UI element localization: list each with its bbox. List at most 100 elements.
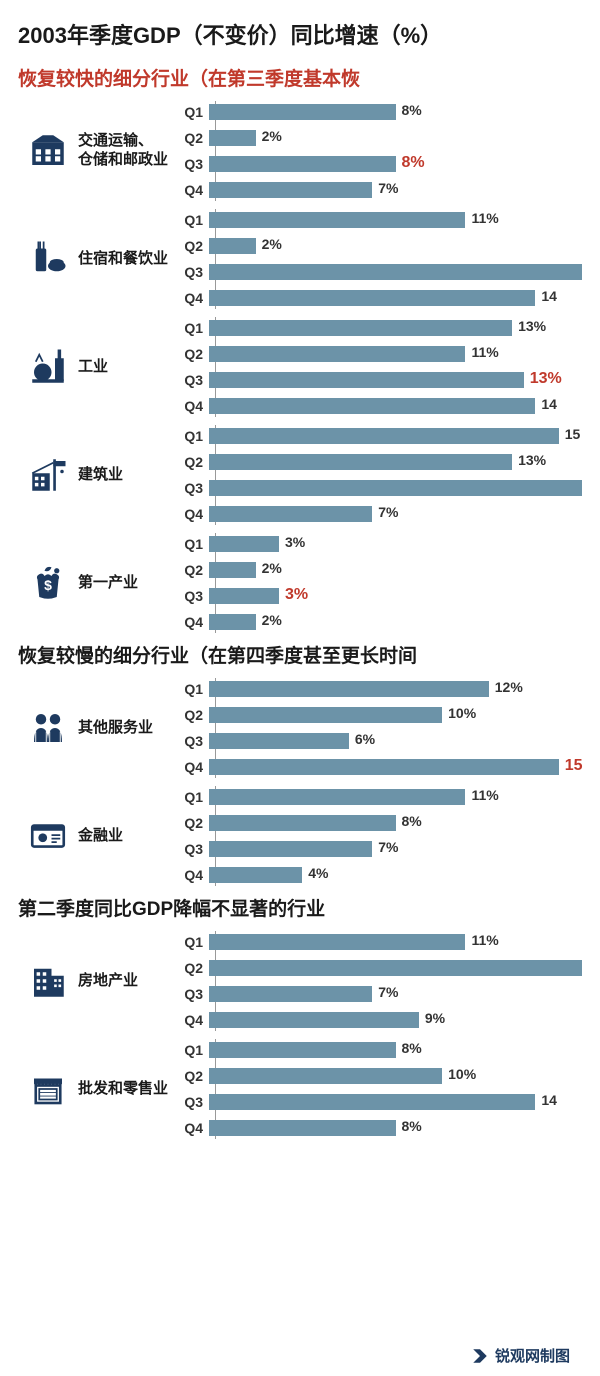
bar-track: 15 <box>209 428 582 444</box>
industry-label: 工业 <box>78 358 173 377</box>
bar-track: 2% <box>209 130 582 146</box>
quarter-label: Q2 <box>173 960 209 976</box>
industry-label: 建筑业 <box>78 466 173 485</box>
svg-text:$: $ <box>44 577 52 593</box>
bar-fill <box>209 238 256 254</box>
bar-value: 15 <box>565 757 583 775</box>
bar-row-Q2: Q22% <box>173 235 582 257</box>
bar-fill <box>209 156 396 172</box>
bar-track: 13% <box>209 372 582 388</box>
bar-value: 7% <box>378 839 398 855</box>
quarter-label: Q2 <box>173 1068 209 1084</box>
footer-text: 锐观网制图 <box>495 1345 570 1366</box>
bar-fill <box>209 562 256 578</box>
logo-icon <box>471 1347 489 1365</box>
bar-fill <box>209 1120 396 1136</box>
bar-fill <box>209 290 535 306</box>
bar-row-Q2: Q28% <box>173 812 582 834</box>
bar-track: 8% <box>209 1042 582 1058</box>
bar-row-Q3: Q313% <box>173 369 582 391</box>
bar-fill <box>209 130 256 146</box>
bar-row-Q2: Q22% <box>173 559 582 581</box>
bar-track: 14 <box>209 398 582 414</box>
bar-track: 14 <box>209 290 582 306</box>
industry-block: 其他服务业Q112%Q210%Q36%Q415 <box>18 678 582 778</box>
bar-track <box>209 264 582 280</box>
bar-row-Q3: Q3 <box>173 477 582 499</box>
quarter-label: Q1 <box>173 1042 209 1058</box>
bar-fill <box>209 346 465 362</box>
quarter-label: Q3 <box>173 1094 209 1110</box>
construction-icon <box>18 454 78 496</box>
bar-row-Q3: Q33% <box>173 585 582 607</box>
bar-fill <box>209 733 349 749</box>
bar-fill <box>209 536 279 552</box>
bar-fill <box>209 815 396 831</box>
bar-track: 13% <box>209 454 582 470</box>
bar-value: 11% <box>471 787 498 803</box>
bar-track: 8% <box>209 815 582 831</box>
industry-label: 交通运输、仓储和邮政业 <box>78 132 173 170</box>
bar-fill <box>209 759 559 775</box>
bar-track: 3% <box>209 588 582 604</box>
industry-block: 住宿和餐饮业Q111%Q22%Q3Q414 <box>18 209 582 309</box>
quarter-label: Q1 <box>173 789 209 805</box>
bar-track: 2% <box>209 562 582 578</box>
bar-row-Q1: Q1 11% <box>173 786 582 808</box>
bar-value: 10% <box>448 1066 476 1082</box>
main-title: 2003年季度GDP（不变价）同比增速（%） <box>18 18 582 50</box>
industry-label: 其他服务业 <box>78 719 173 738</box>
quarter-label: Q2 <box>173 454 209 470</box>
quarter-label: Q3 <box>173 480 209 496</box>
bar-track: 11% <box>209 346 582 362</box>
bar-track: 11% <box>209 934 582 950</box>
bar-row-Q1: Q13% <box>173 533 582 555</box>
bar-row-Q1: Q112% <box>173 678 582 700</box>
bars-group: Q115Q213%Q3Q47% <box>173 425 582 525</box>
food-icon <box>18 238 78 280</box>
bar-fill <box>209 1068 442 1084</box>
bar-track: 13% <box>209 320 582 336</box>
bar-row-Q2: Q210% <box>173 704 582 726</box>
bar-row-Q1: Q115 <box>173 425 582 447</box>
agriculture-icon: $ <box>18 562 78 604</box>
bar-track: 2% <box>209 238 582 254</box>
quarter-label: Q4 <box>173 506 209 522</box>
bar-track: 10% <box>209 1068 582 1084</box>
industry-label: 金融业 <box>78 827 173 846</box>
bar-fill <box>209 372 524 388</box>
section-title-2: 第二季度同比GDP降幅不显著的行业 <box>18 894 582 921</box>
bars-group: Q18%Q210%Q314Q48% <box>173 1039 582 1139</box>
bar-fill <box>209 867 302 883</box>
quarter-label: Q2 <box>173 130 209 146</box>
bar-track: 11% <box>209 789 582 805</box>
bars-group: Q112%Q210%Q36%Q415 <box>173 678 582 778</box>
bar-fill <box>209 480 582 496</box>
bar-row-Q3: Q3 <box>173 261 582 283</box>
bar-row-Q3: Q3 7% <box>173 838 582 860</box>
retail-icon <box>18 1068 78 1110</box>
quarter-label: Q2 <box>173 815 209 831</box>
bar-row-Q3: Q38% <box>173 153 582 175</box>
services-icon <box>18 707 78 749</box>
bar-row-Q1: Q111% <box>173 931 582 953</box>
bar-value: 14 <box>541 288 557 304</box>
quarter-label: Q3 <box>173 841 209 857</box>
bar-value: 8% <box>402 1040 422 1056</box>
quarter-label: Q2 <box>173 346 209 362</box>
quarter-label: Q1 <box>173 212 209 228</box>
bars-group: Q18%Q22%Q38%Q47% <box>173 101 582 201</box>
bar-value: 7% <box>378 984 398 1000</box>
bar-row-Q1: Q111% <box>173 209 582 231</box>
bar-track: 3% <box>209 536 582 552</box>
quarter-label: Q1 <box>173 104 209 120</box>
bar-track: 4% <box>209 867 582 883</box>
bar-row-Q4: Q47% <box>173 179 582 201</box>
bar-value: 6% <box>355 731 375 747</box>
bar-row-Q3: Q36% <box>173 730 582 752</box>
industry-block: $第一产业Q13%Q22%Q33%Q42% <box>18 533 582 633</box>
bar-fill <box>209 212 465 228</box>
bar-track: 7% <box>209 841 582 857</box>
bar-value: 15 <box>565 426 581 442</box>
quarter-label: Q3 <box>173 372 209 388</box>
